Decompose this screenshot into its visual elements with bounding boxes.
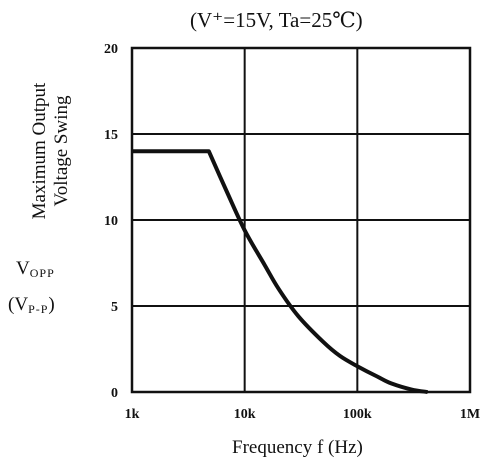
series-layer xyxy=(132,149,428,394)
grid xyxy=(132,48,470,392)
y-tick-label: 5 xyxy=(111,300,118,315)
x-tick-label: 100k xyxy=(343,407,372,422)
y-axis-unit-sub: P-P xyxy=(28,302,49,316)
y-axis-symbol-main: V xyxy=(16,258,30,279)
x-tick-label: 1k xyxy=(125,407,140,422)
plot-frame xyxy=(130,46,472,394)
series-line xyxy=(132,149,428,394)
y-axis-symbol: VOPP xyxy=(16,258,55,281)
x-tick-label: 10k xyxy=(234,407,256,422)
y-tick-label: 0 xyxy=(111,386,118,401)
chart-title: (V⁺=15V, Ta=25℃) xyxy=(190,8,363,32)
y-axis-unit-close: ) xyxy=(48,294,55,315)
tick-labels: 1k 10k 100k 1M 0 5 10 15 20 xyxy=(104,42,480,422)
x-axis-label: Frequency f (Hz) xyxy=(232,437,363,458)
y-axis-unit: (VP-P) xyxy=(8,294,55,317)
y-axis-symbol-sub: OPP xyxy=(29,266,55,280)
y-tick-label: 15 xyxy=(104,128,118,143)
y-tick-label: 20 xyxy=(104,42,118,57)
x-tick-label: 1M xyxy=(460,407,480,422)
y-tick-label: 10 xyxy=(104,214,118,229)
y-axis-unit-main: (V xyxy=(8,294,29,315)
